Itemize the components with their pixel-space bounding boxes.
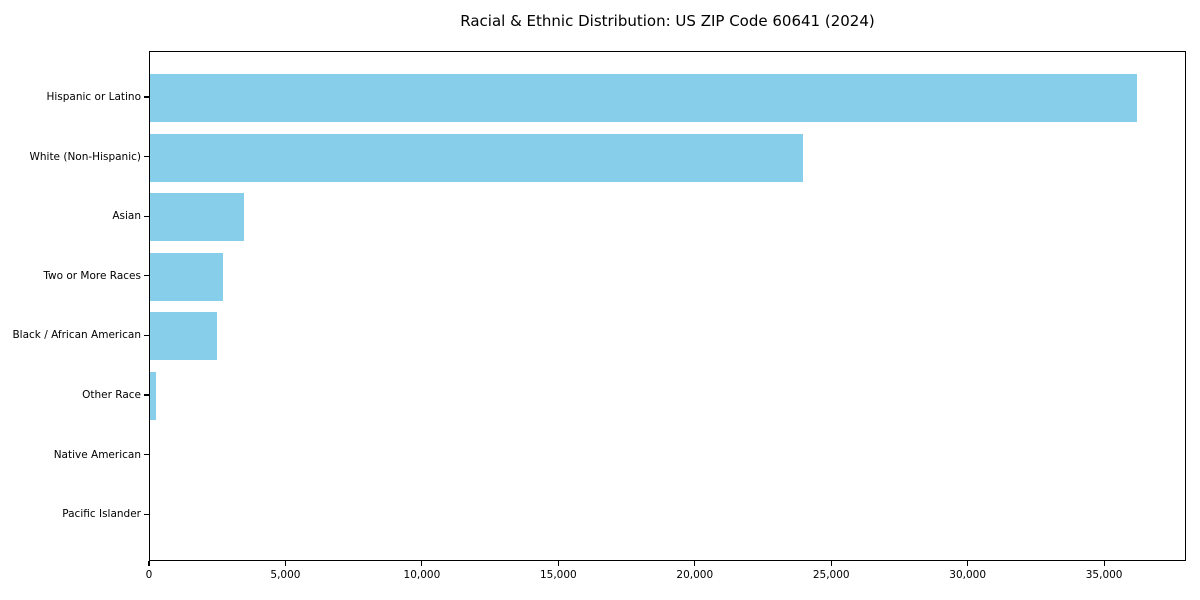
y-tick-label: Asian <box>112 210 141 223</box>
x-tick-mark <box>967 561 969 566</box>
y-tick-mark <box>144 394 149 396</box>
bar-white-non-hispanic <box>150 133 804 182</box>
y-tick-mark <box>144 454 149 456</box>
x-tick-mark <box>557 561 559 566</box>
x-tick-mark <box>284 561 287 566</box>
y-tick-mark <box>144 96 149 98</box>
bar-two-or-more-races <box>150 252 223 301</box>
x-tick-label: 10,000 <box>403 569 441 581</box>
y-tick-label: White (Non-Hispanic) <box>29 150 141 163</box>
x-tick-label: 30,000 <box>949 569 987 581</box>
y-tick-label: Native American <box>53 448 141 461</box>
x-tick-mark <box>421 561 423 566</box>
y-tick-mark <box>144 513 149 515</box>
x-tick-label: 35,000 <box>1085 569 1123 581</box>
x-tick-label: 20,000 <box>676 569 714 581</box>
x-tick-label: 5,000 <box>270 569 301 581</box>
y-tick-label: Hispanic or Latino <box>46 91 141 103</box>
bar-other-race <box>150 372 156 420</box>
bar-black-african-american <box>150 312 218 361</box>
y-tick-mark <box>144 334 149 336</box>
y-tick-mark <box>144 215 149 217</box>
x-tick-mark <box>148 561 150 566</box>
x-tick-mark <box>830 561 832 566</box>
plot-area <box>149 51 1186 561</box>
bar-hispanic-or-latino <box>150 74 1138 122</box>
x-tick-mark <box>694 561 696 566</box>
chart-title: Racial & Ethnic Distribution: US ZIP Cod… <box>460 12 875 30</box>
x-tick-label: 0 <box>145 569 153 581</box>
x-tick-mark <box>1103 561 1105 566</box>
y-tick-label: Pacific Islander <box>62 508 141 521</box>
x-tick-label: 15,000 <box>539 569 577 581</box>
x-tick-label: 25,000 <box>812 569 850 581</box>
y-tick-label: Black / African American <box>12 329 141 342</box>
y-tick-mark <box>144 156 149 158</box>
bar-asian <box>150 193 244 242</box>
y-tick-label: Other Race <box>82 389 141 401</box>
y-tick-mark <box>144 275 149 277</box>
y-tick-label: Two or More Races <box>43 269 141 282</box>
